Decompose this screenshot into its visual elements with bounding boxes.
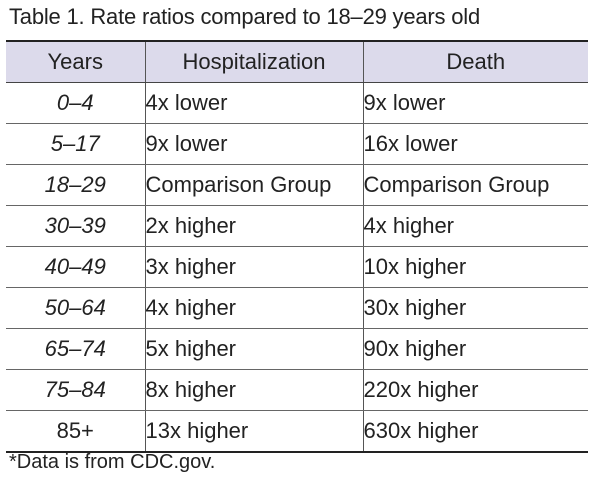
- years-cell: 30–39: [6, 205, 145, 247]
- table-header-row: Years Hospitalization Death: [6, 40, 588, 83]
- death-cell: 4x higher: [362, 205, 588, 247]
- table-row: 65–74 5x higher 90x higher: [6, 328, 588, 370]
- hospitalization-cell: 5x higher: [144, 328, 363, 370]
- years-cell: 85+: [6, 410, 145, 453]
- hospitalization-cell: 4x lower: [144, 82, 363, 124]
- hospitalization-cell: Comparison Group: [144, 164, 363, 206]
- table-row: 0–4 4x lower 9x lower: [6, 82, 588, 124]
- footnote: *Data is from CDC.gov.: [9, 451, 216, 473]
- death-cell: 9x lower: [362, 82, 588, 124]
- hospitalization-cell: 3x higher: [144, 246, 363, 288]
- table-row: 5–17 9x lower 16x lower: [6, 123, 588, 165]
- years-cell: 0–4: [6, 82, 145, 124]
- table-caption: Table 1. Rate ratios compared to 18–29 y…: [9, 4, 481, 29]
- years-cell: 50–64: [6, 287, 145, 329]
- death-cell: 16x lower: [362, 123, 588, 165]
- table-row: 40–49 3x higher 10x higher: [6, 246, 588, 288]
- years-cell: 75–84: [6, 369, 145, 411]
- death-cell: Comparison Group: [362, 164, 588, 206]
- table-row: 85+ 13x higher 630x higher: [6, 410, 588, 453]
- hospitalization-cell: 2x higher: [144, 205, 363, 247]
- years-cell: 18–29: [6, 164, 145, 206]
- years-cell: 5–17: [6, 123, 145, 165]
- header-hospitalization: Hospitalization: [144, 40, 363, 83]
- hospitalization-cell: 8x higher: [144, 369, 363, 411]
- hospitalization-cell: 9x lower: [144, 123, 363, 165]
- header-years: Years: [6, 40, 145, 83]
- years-cell: 40–49: [6, 246, 145, 288]
- death-cell: 630x higher: [362, 410, 588, 453]
- table-row: 75–84 8x higher 220x higher: [6, 369, 588, 411]
- hospitalization-cell: 13x higher: [144, 410, 363, 453]
- header-death: Death: [362, 40, 588, 83]
- table-row: 18–29 Comparison Group Comparison Group: [6, 164, 588, 206]
- table-row: 50–64 4x higher 30x higher: [6, 287, 588, 329]
- rate-ratios-table: Years Hospitalization Death 0–4 4x lower 9…: [6, 40, 588, 453]
- death-cell: 90x higher: [362, 328, 588, 370]
- death-cell: 220x higher: [362, 369, 588, 411]
- years-cell: 65–74: [6, 328, 145, 370]
- death-cell: 10x higher: [362, 246, 588, 288]
- table-row: 30–39 2x higher 4x higher: [6, 205, 588, 247]
- death-cell: 30x higher: [362, 287, 588, 329]
- hospitalization-cell: 4x higher: [144, 287, 363, 329]
